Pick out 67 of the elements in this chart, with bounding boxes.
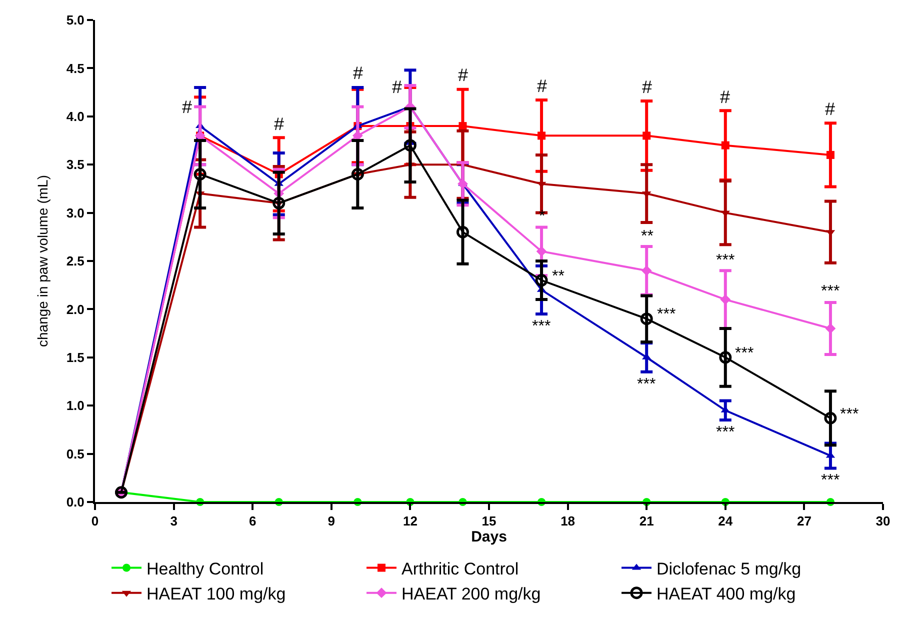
x-tick-label: 18	[560, 514, 576, 529]
x-tick-label: 27	[796, 514, 812, 529]
y-tick-label: 5.0	[66, 12, 84, 28]
x-axis-title: Days	[471, 528, 507, 546]
annotation: #	[274, 114, 284, 134]
legend-label: HAEAT 100 mg/kg	[146, 584, 286, 604]
x-tick-label: 3	[170, 514, 178, 529]
annotation: ***	[716, 424, 735, 441]
legend-label: HAEAT 400 mg/kg	[656, 584, 796, 604]
y-tick-label: 2.0	[66, 302, 84, 317]
annotation: #	[642, 77, 652, 97]
annotation: #	[825, 99, 836, 119]
annotation: #	[537, 76, 548, 96]
annotation: **	[552, 268, 564, 285]
y-tick-label: 3.0	[66, 205, 84, 220]
annotation: #	[392, 77, 402, 97]
annotation: #	[458, 65, 468, 85]
x-tick-label: 24	[718, 514, 734, 529]
y-axis-title: change in paw volume (mL)	[34, 175, 50, 347]
point	[826, 150, 834, 159]
legend-label: HAEAT 200 mg/kg	[402, 584, 541, 604]
point	[824, 412, 837, 424]
x-tick-label: 21	[639, 514, 654, 529]
x-tick-label: 9	[328, 514, 336, 529]
point	[825, 323, 836, 334]
point	[641, 265, 652, 276]
y-tick-label: 1.0	[66, 398, 84, 414]
annotation: #	[353, 63, 364, 83]
y-tick-label: 4.5	[66, 60, 84, 76]
y-tick-label: 0.5	[66, 446, 84, 462]
point	[642, 132, 651, 140]
annotation: ***	[532, 318, 551, 335]
point	[721, 141, 730, 150]
point	[640, 312, 653, 326]
point	[458, 178, 468, 190]
legend-label: Diclofenac 5 mg/kg	[656, 559, 802, 578]
point	[719, 351, 732, 364]
annotation: ***	[657, 306, 676, 323]
x-tick-label: 6	[248, 514, 256, 529]
x-tick-label: 12	[402, 514, 418, 529]
annotation: *	[539, 208, 546, 225]
annotation: **	[641, 228, 654, 245]
y-tick-label: 2.5	[66, 254, 84, 269]
annotation: #	[182, 97, 192, 117]
annotation: #	[720, 87, 730, 107]
point	[535, 274, 548, 287]
y-tick-label: 0.0	[66, 494, 84, 510]
annotation: ***	[637, 376, 656, 393]
point	[351, 168, 364, 180]
annotation: ***	[735, 345, 754, 362]
annotation: ***	[840, 406, 859, 423]
annotation: ***	[821, 472, 840, 489]
y-tick-label: 4.0	[66, 108, 84, 124]
y-tick-label: 3.5	[66, 157, 84, 172]
annotation: ***	[821, 283, 840, 300]
point	[404, 139, 416, 152]
point	[538, 132, 546, 140]
legend-label: Arthritic Control	[402, 559, 519, 578]
x-tick-label: 15	[482, 514, 496, 529]
legend-label: Healthy Control	[146, 559, 264, 578]
point	[458, 122, 467, 130]
point	[456, 226, 469, 238]
y-tick-label: 1.5	[66, 350, 84, 365]
point	[720, 294, 731, 305]
x-tick-label: 0	[91, 514, 99, 529]
x-tick-label: 30	[876, 514, 890, 529]
annotation: ***	[716, 252, 735, 269]
